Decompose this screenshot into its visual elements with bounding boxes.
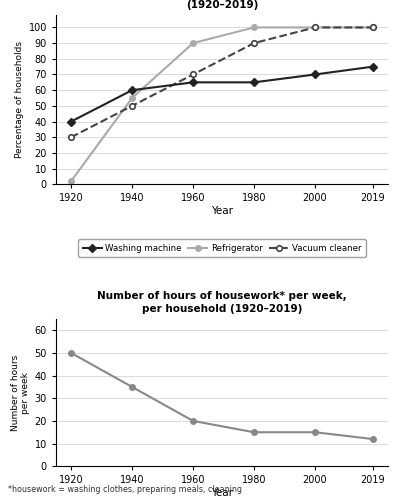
X-axis label: Year: Year [211, 206, 233, 216]
Text: *housework = washing clothes, preparing meals, cleaning: *housework = washing clothes, preparing … [8, 485, 242, 494]
X-axis label: Year: Year [211, 488, 233, 496]
Y-axis label: Percentage of households: Percentage of households [16, 41, 24, 158]
Title: Number of hours of housework* per week,
per household (1920–2019): Number of hours of housework* per week, … [97, 291, 347, 314]
Y-axis label: Number of hours
per week: Number of hours per week [11, 355, 30, 431]
Title: Percentage of households with electrical appliances
(1920–2019): Percentage of households with electrical… [68, 0, 376, 10]
Legend: Washing machine, Refrigerator, Vacuum cleaner: Washing machine, Refrigerator, Vacuum cl… [78, 240, 366, 257]
